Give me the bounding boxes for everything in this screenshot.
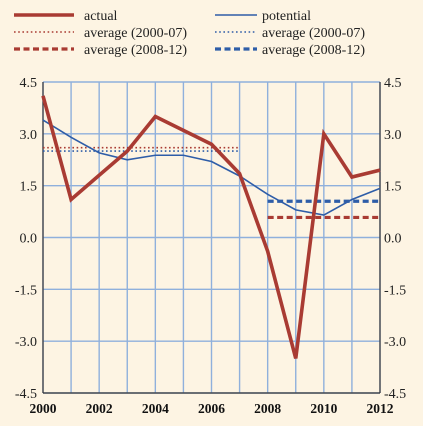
y-tick-labels-left: 4.5 3.0 1.5 0.0 -1.5 -3.0 -4.5 [15,76,37,402]
x-tick-label: 2012 [367,401,394,416]
y-tick-label-right: 3.0 [384,128,402,143]
y-tick-label-left: 1.5 [20,180,38,195]
legend-label: actual [84,9,118,24]
x-tick-labels: 2000 2002 2004 2006 2008 2010 2012 [30,401,394,416]
y-tick-label-left: -4.5 [15,387,37,402]
y-tick-label-left: 4.5 [20,76,38,91]
axes [42,82,381,394]
grid [42,81,381,394]
y-tick-label-right: 0.0 [384,232,402,247]
y-tick-label-right: -4.5 [384,387,406,402]
y-tick-label-left: -3.0 [15,335,37,350]
x-tick-label: 2000 [30,401,57,416]
x-tick-label: 2008 [254,401,281,416]
x-tick-label: 2004 [142,401,169,416]
average-lines [43,146,380,220]
y-tick-label-right: 1.5 [384,180,402,195]
x-tick-label: 2006 [198,401,225,416]
legend: actual average (2000-07) average (2008-12)… [14,9,365,58]
series-line-potential [42,119,381,216]
x-tick-label: 2002 [86,401,113,416]
legend-label: average (2000-07) [84,26,187,41]
legend-label: average (2008-12) [262,43,365,58]
y-tick-label-right: 4.5 [384,76,402,91]
series-lines [41,95,381,359]
series-line-actual [41,95,381,359]
y-tick-label-right: -1.5 [384,283,406,298]
y-tick-label-left: -1.5 [15,283,37,298]
y-tick-label-right: -3.0 [384,335,406,350]
y-tick-label-left: 3.0 [20,128,38,143]
x-tick-label: 2010 [310,401,337,416]
y-tick-label-left: 0.0 [20,232,38,247]
legend-label: average (2008-12) [84,43,187,58]
legend-label: potential [262,9,311,24]
y-tick-labels-right: 4.5 3.0 1.5 0.0 -1.5 -3.0 -4.5 [384,76,406,402]
legend-label: average (2000-07) [262,26,365,41]
